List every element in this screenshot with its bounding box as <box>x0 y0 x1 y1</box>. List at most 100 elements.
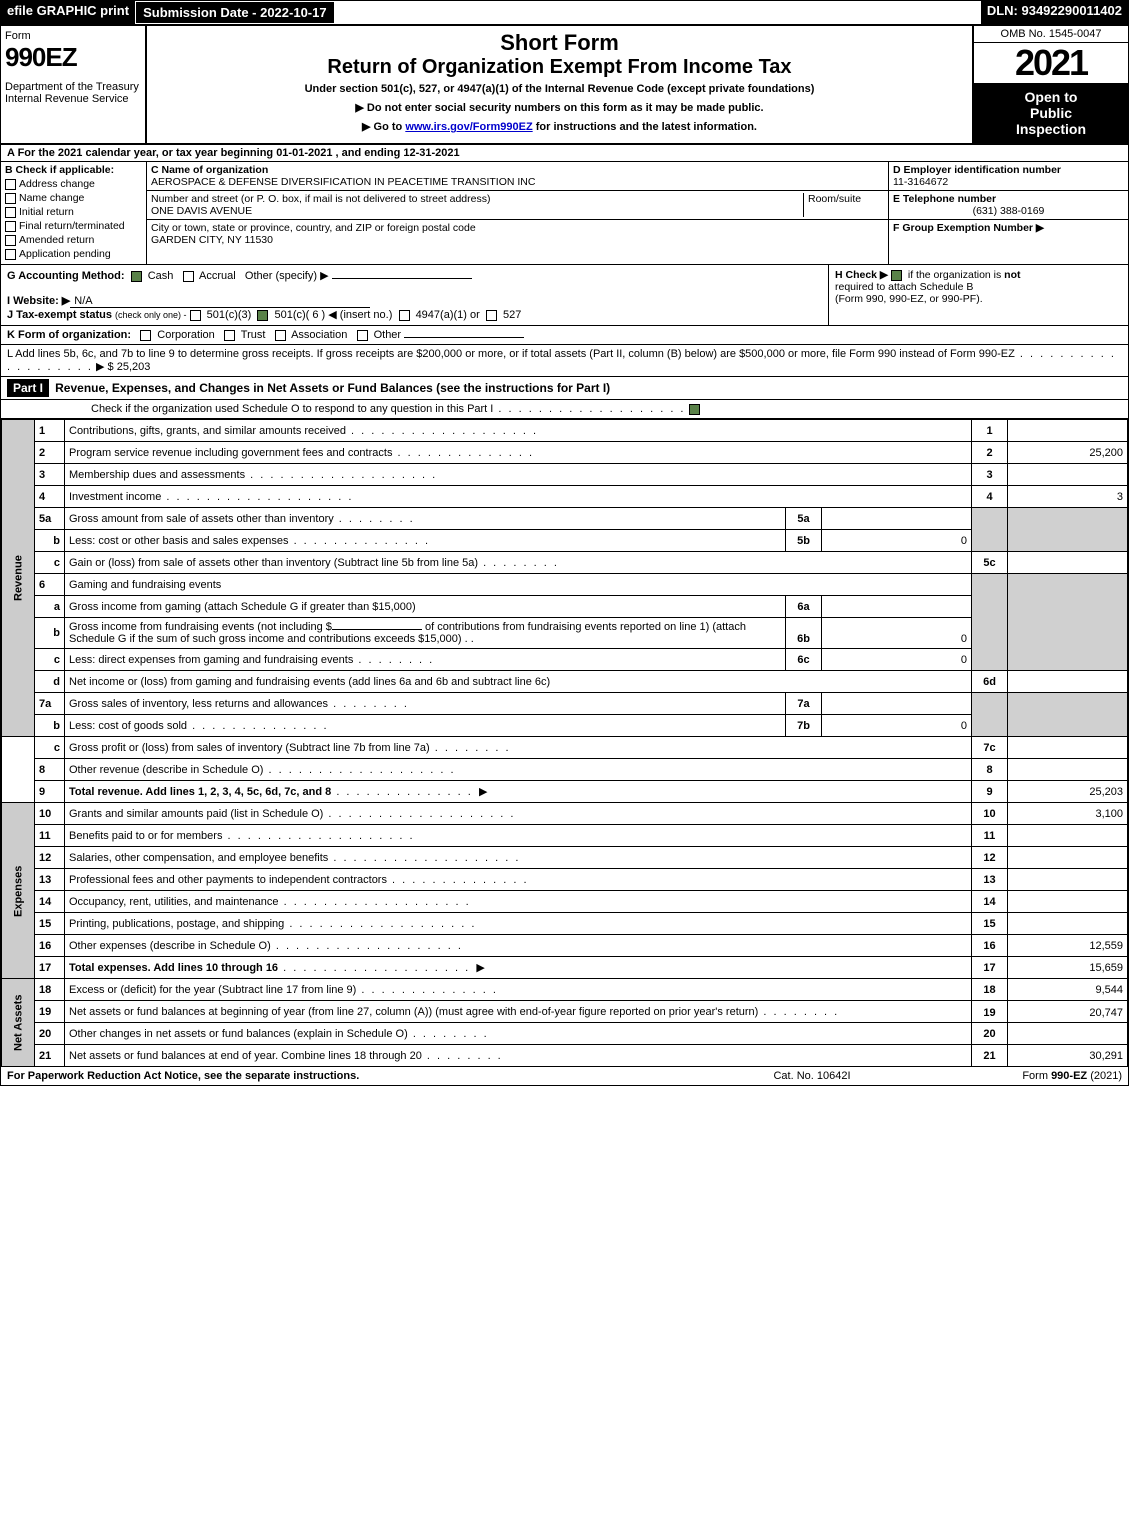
footer-left: For Paperwork Reduction Act Notice, see … <box>7 1070 702 1082</box>
chk-amended[interactable]: Amended return <box>5 234 142 246</box>
d-label: D Employer identification number <box>893 164 1061 176</box>
row-6a: aGross income from gaming (attach Schedu… <box>2 596 1128 618</box>
row-10: Expenses 10Grants and similar amounts pa… <box>2 803 1128 825</box>
bullet2-pre: ▶ Go to <box>362 121 405 133</box>
j-label: J Tax-exempt status <box>7 309 112 321</box>
bullet-ssn: ▶ Do not enter social security numbers o… <box>151 101 968 114</box>
form-word: Form <box>5 30 141 42</box>
street-label: Number and street (or P. O. box, if mail… <box>151 193 490 205</box>
chk-501c3[interactable] <box>190 310 201 321</box>
other-label: Other (specify) ▶ <box>245 270 329 282</box>
header-left: Form 990EZ Department of the Treasury In… <box>1 26 147 143</box>
row-12: 12Salaries, other compensation, and empl… <box>2 847 1128 869</box>
header-right: OMB No. 1545-0047 2021 Open to Public In… <box>972 26 1128 143</box>
tax-year: 2021 <box>974 43 1128 83</box>
spacer <box>335 1 981 24</box>
b-label: B Check if applicable: <box>5 164 114 176</box>
part1-label: Part I <box>7 379 49 397</box>
sidelabel-netassets: Net Assets <box>2 979 35 1067</box>
open-line1: Open to <box>978 89 1124 105</box>
chk-cash[interactable] <box>131 271 142 282</box>
row-2: 2Program service revenue including gover… <box>2 442 1128 464</box>
chk-name[interactable]: Name change <box>5 192 142 204</box>
open-public-box: Open to Public Inspection <box>974 83 1128 143</box>
row-8: 8Other revenue (describe in Schedule O)8 <box>2 759 1128 781</box>
page-footer: For Paperwork Reduction Act Notice, see … <box>1 1067 1128 1085</box>
chk-other-org[interactable] <box>357 330 368 341</box>
chk-trust[interactable] <box>224 330 235 341</box>
l-arrow: ▶ $ <box>96 361 114 373</box>
row-5a: 5aGross amount from sale of assets other… <box>2 508 1128 530</box>
row-6d: dNet income or (loss) from gaming and fu… <box>2 671 1128 693</box>
room-label: Room/suite <box>804 193 884 217</box>
chk-assoc[interactable] <box>275 330 286 341</box>
chk-h[interactable] <box>891 270 902 281</box>
cash-label: Cash <box>148 270 174 282</box>
j-sub: (check only one) ‐ <box>115 310 187 320</box>
h-label: H Check ▶ <box>835 269 888 281</box>
chk-initial[interactable]: Initial return <box>5 206 142 218</box>
sidelabel-revenue: Revenue <box>2 420 35 737</box>
chk-527[interactable] <box>486 310 497 321</box>
irs-link[interactable]: www.irs.gov/Form990EZ <box>405 121 532 133</box>
chk-schedule-o[interactable] <box>689 404 700 415</box>
chk-address[interactable]: Address change <box>5 178 142 190</box>
col-c: C Name of organization AEROSPACE & DEFEN… <box>147 162 888 264</box>
form-header: Form 990EZ Department of the Treasury In… <box>1 26 1128 145</box>
chk-4947[interactable] <box>399 310 410 321</box>
row-18: Net Assets 18Excess or (deficit) for the… <box>2 979 1128 1001</box>
chk-corp[interactable] <box>140 330 151 341</box>
revenue-table: Revenue 1 Contributions, gifts, grants, … <box>1 419 1128 1067</box>
chk-accrual[interactable] <box>183 271 194 282</box>
row-15: 15Printing, publications, postage, and s… <box>2 913 1128 935</box>
open-line3: Inspection <box>978 121 1124 137</box>
bullet-link: ▶ Go to www.irs.gov/Form990EZ for instru… <box>151 120 968 133</box>
chk-final[interactable]: Final return/terminated <box>5 220 142 232</box>
dept-treasury: Department of the Treasury <box>5 81 141 93</box>
form-990ez-page: efile GRAPHIC print Submission Date - 20… <box>0 0 1129 1086</box>
website-value: N/A <box>70 295 370 308</box>
l-value: 25,203 <box>117 361 151 373</box>
title-shortform: Short Form <box>151 30 968 56</box>
line-a: A For the 2021 calendar year, or tax yea… <box>1 145 1128 162</box>
form-number: 990EZ <box>5 42 141 73</box>
col-b: B Check if applicable: Address change Na… <box>1 162 147 264</box>
k-label: K Form of organization: <box>7 329 131 341</box>
row-17: 17Total expenses. Add lines 10 through 1… <box>2 957 1128 979</box>
row-l: L Add lines 5b, 6c, and 7b to line 9 to … <box>1 345 1128 377</box>
city-label: City or town, state or province, country… <box>151 222 476 234</box>
row-20: 20Other changes in net assets or fund ba… <box>2 1023 1128 1045</box>
subtitle-under: Under section 501(c), 527, or 4947(a)(1)… <box>151 83 968 95</box>
other-org-blank[interactable] <box>404 337 524 338</box>
e-phone: E Telephone number(631) 388-0169 <box>889 191 1128 220</box>
part1-check-text: Check if the organization used Schedule … <box>91 403 493 415</box>
row-5b: bLess: cost or other basis and sales exp… <box>2 530 1128 552</box>
row-13: 13Professional fees and other payments t… <box>2 869 1128 891</box>
city-value: GARDEN CITY, NY 11530 <box>151 234 273 246</box>
chk-pending[interactable]: Application pending <box>5 248 142 260</box>
dept-irs: Internal Revenue Service <box>5 93 141 105</box>
row-k: K Form of organization: Corporation Trus… <box>1 326 1128 345</box>
row-6: 6Gaming and fundraising events <box>2 574 1128 596</box>
c-name: C Name of organization AEROSPACE & DEFEN… <box>147 162 888 191</box>
chk-501c[interactable] <box>257 310 268 321</box>
open-line2: Public <box>978 105 1124 121</box>
row-6b: bGross income from fundraising events (n… <box>2 618 1128 649</box>
row-7b: bLess: cost of goods sold7b0 <box>2 715 1128 737</box>
row-7a: 7aGross sales of inventory, less returns… <box>2 693 1128 715</box>
title-return: Return of Organization Exempt From Incom… <box>151 56 968 79</box>
row-16: 16Other expenses (describe in Schedule O… <box>2 935 1128 957</box>
row-7c: cGross profit or (loss) from sales of in… <box>2 737 1128 759</box>
row-1: Revenue 1 Contributions, gifts, grants, … <box>2 420 1128 442</box>
row-19: 19Net assets or fund balances at beginni… <box>2 1001 1128 1023</box>
part1-header: Part I Revenue, Expenses, and Changes in… <box>1 377 1128 400</box>
row-9: 9Total revenue. Add lines 1, 2, 3, 4, 5c… <box>2 781 1128 803</box>
other-blank[interactable] <box>332 278 472 279</box>
sidelabel-expenses: Expenses <box>2 803 35 979</box>
d-ein: D Employer identification number11-31646… <box>889 162 1128 191</box>
submission-date: Submission Date - 2022-10-17 <box>136 2 334 23</box>
f-label: F Group Exemption Number ▶ <box>893 222 1044 234</box>
row-3: 3Membership dues and assessments3 <box>2 464 1128 486</box>
d-value: 11-3164672 <box>893 176 948 188</box>
part1-check: Check if the organization used Schedule … <box>1 400 1128 419</box>
